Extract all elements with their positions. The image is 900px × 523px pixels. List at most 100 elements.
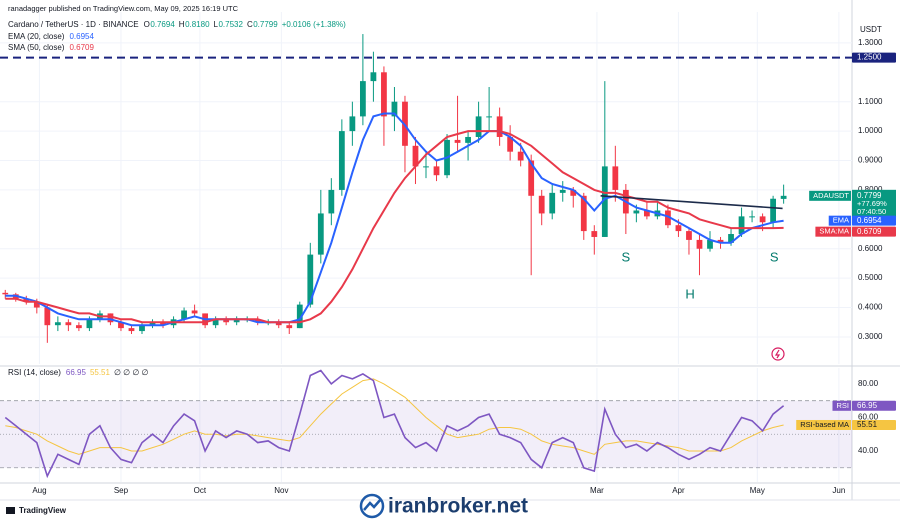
indicator-tag-box: [852, 226, 896, 237]
x-tick-label: Sep: [114, 486, 129, 495]
candle-body: [601, 166, 608, 237]
ohlc-label: C: [247, 20, 253, 29]
logo-mark: [6, 507, 15, 514]
pattern-label: S: [622, 249, 631, 264]
rsi-tag-box: [852, 400, 896, 411]
price-tag-box: [852, 189, 896, 218]
candle-body: [286, 325, 293, 329]
candle-body: [465, 136, 471, 143]
y-tick-label: 0.8000: [858, 185, 883, 194]
rsi-tag: 66.95: [857, 401, 878, 410]
candle-body: [275, 322, 282, 326]
rsi-y-tick-label: 40.00: [858, 446, 879, 455]
watermark-text: iranbroker.net: [388, 495, 528, 518]
candle-body: [423, 166, 429, 168]
candle-body: [65, 322, 72, 326]
y-tick-label: 0.9000: [858, 156, 883, 165]
indicator-value: 0.6954: [69, 32, 94, 41]
rsi-tag-name-box: [832, 400, 851, 411]
y-tick-label: 0.3000: [858, 332, 883, 341]
candle-body: [328, 189, 335, 214]
candle-body: [391, 101, 398, 117]
candle-body: [780, 195, 787, 199]
icon-circle: [771, 347, 785, 361]
watermark: iranbroker.net: [359, 493, 528, 519]
candle-body: [643, 210, 650, 217]
candle-body: [307, 254, 314, 305]
indicator-tag: 0.6709: [857, 227, 882, 236]
candle-body: [233, 319, 240, 323]
x-tick-label: Apr: [672, 486, 685, 495]
level-tag-box: [852, 52, 896, 63]
price-tag-price: 0.7799: [857, 191, 882, 200]
candle-body: [2, 292, 9, 295]
candle-body: [349, 116, 356, 132]
candle-body: [770, 198, 777, 223]
x-tick-label: Oct: [194, 486, 207, 495]
candle-body: [591, 231, 598, 237]
rsi-y-tick-label: 80.00: [858, 379, 879, 388]
candle-body: [549, 192, 556, 214]
candle-body: [75, 325, 82, 329]
candle-body: [570, 189, 577, 196]
symbol-title: Cardano / TetherUS · 1D · BINANCE: [8, 20, 139, 29]
candle-body: [33, 301, 40, 308]
watermark-icon: [359, 493, 385, 519]
rsi-line: [5, 378, 784, 455]
candle-body: [254, 319, 261, 323]
rsi-y-tick-label: 60.00: [858, 413, 879, 422]
candle-body: [44, 307, 51, 326]
indicator-tag-name: EMA: [833, 216, 849, 225]
candle-body: [475, 116, 482, 137]
y-tick-label: 0.5000: [858, 273, 883, 282]
neckline: [600, 194, 783, 210]
candle-body: [160, 322, 166, 326]
y-tick-label: 0.4000: [858, 303, 883, 312]
rsi-header-value: 66.95: [66, 368, 87, 377]
candle-body: [749, 216, 755, 218]
candle-body: [107, 313, 114, 323]
candle-body: [454, 139, 461, 143]
ohlc-value: 0.7694: [150, 20, 175, 29]
rsi-tag-box: [852, 419, 896, 430]
candle-body: [665, 210, 671, 226]
ohlc-value: 0.8180: [185, 20, 210, 29]
price-tag-change: +77.69%: [857, 199, 887, 208]
candle-body: [412, 145, 419, 167]
indicator-value: 0.6709: [69, 43, 94, 52]
candle-body: [433, 166, 440, 176]
x-tick-label: Jun: [832, 486, 845, 495]
candle-body: [212, 319, 219, 326]
price-tag-symbol: ADAUSDT: [813, 191, 849, 200]
candle-body: [359, 81, 366, 117]
candle-body: [86, 319, 93, 329]
candle-body: [118, 322, 124, 329]
ohlc-value: 0.7532: [218, 20, 243, 29]
candle-body: [559, 189, 566, 193]
candle-body: [370, 72, 377, 82]
price-tag-countdown: 07:40:50: [857, 207, 886, 216]
rsi-tag-name-box: [796, 419, 851, 430]
candle-body: [759, 216, 766, 223]
y-tick-label: 0.6000: [858, 244, 883, 253]
candle-body: [181, 310, 187, 320]
level-tag: 1.2500: [857, 53, 882, 62]
change: +0.0106 (+1.38%): [282, 20, 346, 29]
candle-body: [507, 136, 514, 152]
brand: TradingView: [19, 506, 67, 515]
ma-line: [5, 112, 784, 327]
candle-body: [538, 195, 545, 214]
indicator-tag-name-box: [815, 226, 851, 237]
lightning-icon: [771, 347, 785, 361]
candle-body: [580, 195, 587, 232]
rsi-line: [4, 369, 785, 479]
pattern-label: H: [685, 286, 694, 301]
rsi-tag-name: RSI: [836, 401, 849, 410]
tradingview-logo: TradingView: [6, 506, 67, 515]
indicator-name: EMA (20, close): [8, 32, 65, 41]
price-tag-symbol-box: [809, 190, 851, 201]
candle-body: [338, 131, 345, 190]
candle-body: [707, 239, 713, 249]
candle-body: [612, 166, 619, 190]
